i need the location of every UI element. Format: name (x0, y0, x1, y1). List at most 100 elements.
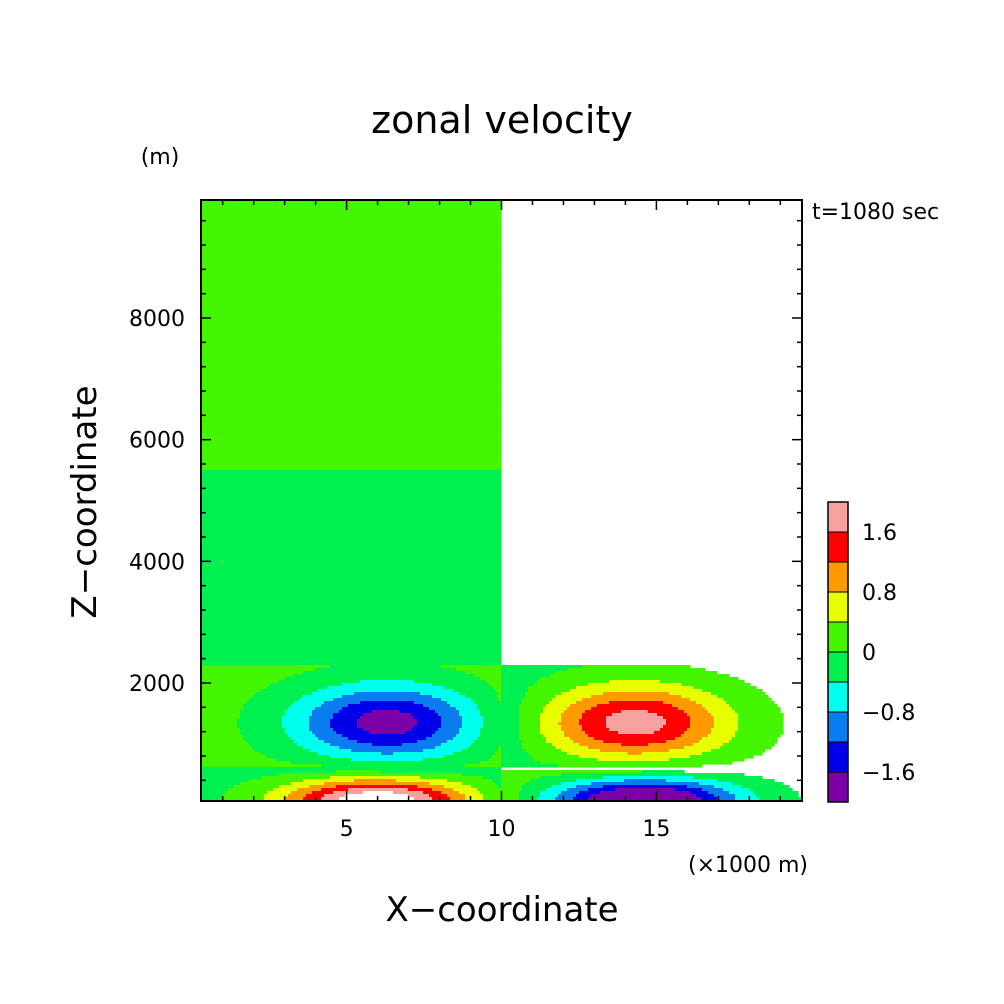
contour-band-segment (201, 785, 235, 789)
contour-band-segment (561, 782, 592, 786)
contour-band-segment (669, 758, 745, 762)
contour-band-segment (303, 779, 355, 783)
contour-band-segment (561, 791, 580, 795)
contour-band-segment (525, 692, 562, 696)
contour-band-segment (501, 746, 523, 750)
contour-band-segment (519, 707, 544, 711)
contour-band-segment (474, 740, 523, 744)
contour-band-segment (558, 722, 580, 726)
contour-band-segment (201, 680, 280, 684)
contour-band-segment (432, 734, 457, 738)
contour-band-segment (642, 752, 703, 756)
contour-band-segment (201, 335, 502, 339)
contour-band-segment (435, 731, 460, 735)
contour-band-segment (201, 572, 502, 576)
contour-band-segment (201, 575, 502, 579)
contour-band-segment (312, 791, 334, 795)
contour-band-segment (735, 734, 781, 738)
contour-band-segment (534, 758, 598, 762)
contour-band-segment (351, 758, 424, 762)
contour-band-segment (465, 797, 484, 801)
contour-band-segment (591, 695, 682, 699)
contour-band-segment (201, 767, 502, 771)
contour-band-segment (477, 704, 520, 708)
contour-band-segment (201, 239, 502, 243)
contour-band-segment (561, 716, 583, 720)
contour-band-segment (519, 710, 544, 714)
contour-band-segment (402, 743, 442, 747)
contour-band-segment (201, 305, 502, 309)
contour-band-segment (735, 731, 784, 735)
contour-band-segment (201, 758, 277, 762)
contour-band-segment (324, 782, 430, 786)
contour-band-segment (264, 794, 289, 798)
x-tick-label: 5 (340, 817, 354, 842)
contour-band-segment (201, 269, 502, 273)
contour-band-segment (675, 788, 703, 792)
contour-band-segment (501, 665, 583, 669)
contour-band-segment (423, 791, 442, 795)
contour-band-segment (591, 707, 679, 711)
contour-band-segment (330, 743, 373, 747)
contour-band-segment (690, 791, 709, 795)
contour-band-segment (201, 248, 502, 252)
contour-band-segment (438, 713, 460, 717)
colorbar-tick-label: −1.6 (862, 761, 915, 786)
contour-band-segment (519, 731, 541, 735)
contour-band-segment (291, 782, 325, 786)
contour-band-segment (540, 677, 739, 681)
contour-band-segment (240, 713, 286, 717)
contour-band-segment (339, 710, 373, 714)
contour-band-segment (564, 734, 589, 738)
contour-band-segment (729, 740, 778, 744)
contour-band-segment (405, 731, 436, 735)
contour-band-segment (201, 347, 502, 351)
contour-band-segment (309, 728, 334, 732)
contour-band-segment (540, 716, 562, 720)
contour-band-segment (576, 779, 625, 783)
contour-band-segment (459, 710, 481, 714)
contour-band-segment (483, 725, 520, 729)
contour-band-segment (693, 743, 724, 747)
contour-band-segment (201, 434, 502, 438)
contour-band-segment (201, 395, 502, 399)
contour-band-segment (201, 671, 304, 675)
contour-band-segment (441, 722, 463, 726)
contour-band-segment (201, 620, 502, 624)
contour-band-segment (501, 689, 529, 693)
contour-band-segment (321, 788, 349, 792)
contour-band-segment (489, 758, 502, 762)
contour-band-segment (690, 755, 754, 759)
contour-band-segment (423, 749, 463, 753)
contour-band-segment (582, 716, 607, 720)
contour-band-segment (201, 359, 502, 363)
contour-band-segment (201, 221, 502, 225)
contour-band-segment (201, 533, 502, 537)
contour-band-segment (432, 797, 451, 801)
contour-band-segment (453, 737, 478, 741)
contour-band-segment (660, 728, 688, 732)
contour-band-segment (201, 500, 502, 504)
contour-band-segment (690, 719, 715, 723)
contour-band-segment (369, 731, 406, 735)
contour-band-segment (201, 392, 502, 396)
contour-band-segment (693, 686, 757, 690)
contour-band-segment (483, 719, 520, 723)
contour-band-segment (540, 794, 559, 798)
colorbar-frame (827, 501, 849, 803)
contour-band-segment (201, 719, 238, 723)
contour-band-segment (201, 317, 502, 321)
contour-band-segment (573, 740, 604, 744)
contour-band-segment (540, 731, 565, 735)
contour-band-segment (660, 680, 745, 684)
contour-band-segment (501, 692, 526, 696)
contour-band-segment (663, 716, 691, 720)
contour-band-segment (558, 764, 703, 768)
contour-band-segment (597, 758, 670, 762)
contour-band-segment (663, 725, 691, 729)
contour-band-segment (240, 728, 286, 732)
contour-band-segment (201, 299, 502, 303)
contour-band-segment (459, 728, 481, 732)
contour-band-segment (426, 737, 454, 741)
contour-band-segment (201, 773, 280, 777)
